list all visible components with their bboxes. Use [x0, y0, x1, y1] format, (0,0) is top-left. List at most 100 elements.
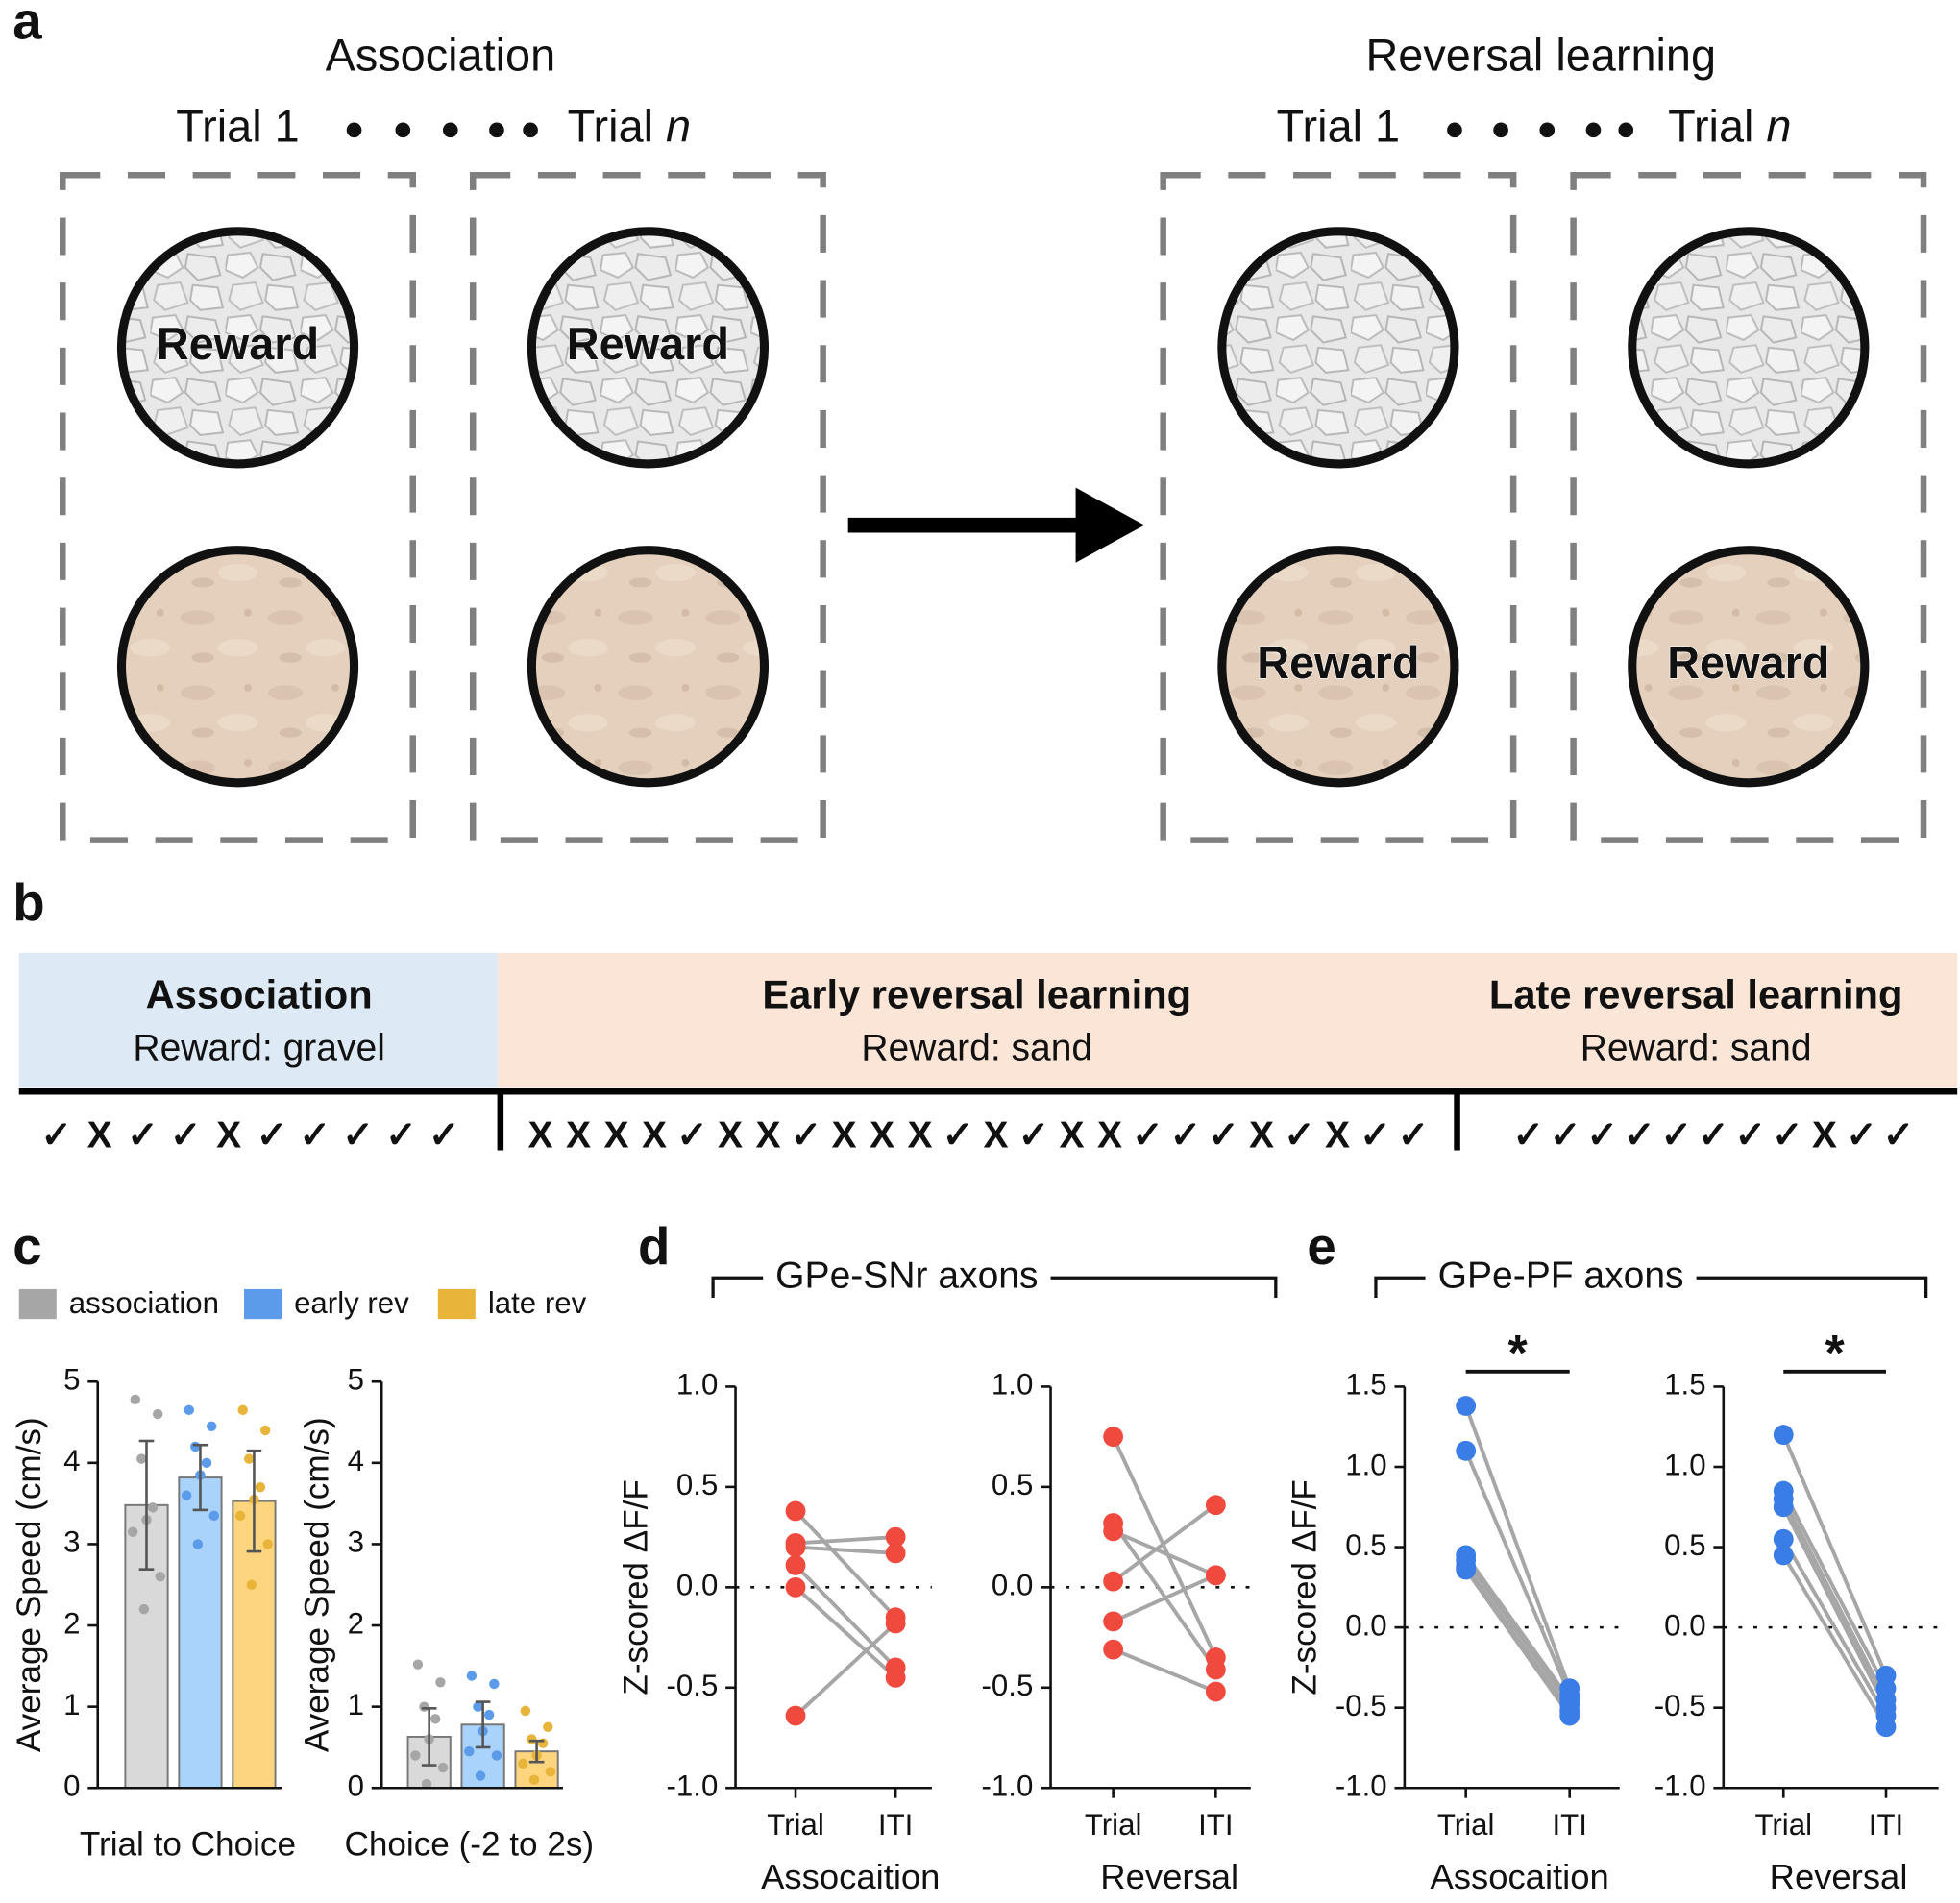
- data-point: [147, 1502, 159, 1513]
- bar: [178, 1476, 223, 1790]
- y-tick-label: 2: [348, 1606, 364, 1640]
- phase-band: [498, 952, 1458, 1088]
- trial-outcome: X: [870, 1115, 894, 1157]
- trial-outcome: ✓: [1883, 1115, 1915, 1157]
- trial-box: [60, 171, 416, 843]
- data-point: [885, 1543, 906, 1564]
- trial-outcome: X: [983, 1115, 1008, 1157]
- trial-outcome: ✓: [299, 1115, 331, 1157]
- y-tick-label: -0.5: [1335, 1689, 1387, 1722]
- panel-label: c: [12, 1217, 41, 1276]
- y-tick-label: 5: [63, 1362, 80, 1396]
- sand-dish: [1217, 546, 1459, 788]
- data-point: [489, 1678, 500, 1690]
- sand-dish: [116, 546, 359, 788]
- data-point: [138, 1603, 150, 1615]
- panel-label: d: [638, 1217, 670, 1276]
- data-point: [1773, 1497, 1794, 1518]
- x-axis-label: Choice (-2 to 2s): [344, 1826, 594, 1864]
- y-tick-label: 1: [63, 1688, 80, 1721]
- data-point: [259, 1425, 271, 1436]
- trial-outcome: ✓: [1698, 1115, 1729, 1157]
- pair-line: [1781, 1433, 1888, 1677]
- x-tick-label: Trial: [1437, 1808, 1495, 1842]
- trial-outcome: X: [216, 1115, 241, 1157]
- trial-outcome: X: [831, 1115, 856, 1157]
- data-point: [466, 1671, 478, 1681]
- data-point: [1559, 1705, 1580, 1726]
- data-point: [155, 1572, 166, 1582]
- data-point: [473, 1701, 483, 1712]
- trial-dot: [1539, 122, 1556, 138]
- y-tick-label: 0.0: [1664, 1608, 1705, 1642]
- trial-outcome: ✓: [170, 1115, 202, 1157]
- data-point: [262, 1539, 273, 1549]
- trial-outcome: X: [527, 1115, 552, 1157]
- phase-subtitle: Reward: sand: [861, 1028, 1092, 1069]
- pair-line: [1464, 1565, 1572, 1713]
- phase-subtitle: Reward: gravel: [133, 1028, 385, 1069]
- data-point: [475, 1770, 486, 1781]
- stage-title: Reversal learning: [1365, 31, 1716, 81]
- y-tick-label: 0: [348, 1769, 364, 1803]
- group-bracket: [711, 1276, 1278, 1299]
- y-tick-label: 0.5: [1345, 1528, 1386, 1562]
- gravel-dish: [1217, 227, 1459, 469]
- trial-outcome: X: [755, 1115, 780, 1157]
- data-point: [491, 1750, 502, 1761]
- data-point: [181, 1490, 192, 1500]
- error-bar: [475, 1700, 491, 1749]
- data-point: [518, 1758, 528, 1769]
- trial-label: Trial n: [1668, 102, 1791, 152]
- pair-line: [795, 1545, 896, 1555]
- data-point: [429, 1714, 441, 1724]
- trial-outcome: X: [642, 1115, 667, 1157]
- pair-line: [794, 1622, 897, 1718]
- pair-line: [1781, 1490, 1888, 1690]
- data-point: [1205, 1565, 1226, 1586]
- data-point: [527, 1734, 537, 1744]
- y-tick-label: 0.0: [676, 1569, 718, 1602]
- trial-box: [1160, 171, 1517, 843]
- pair-line: [1781, 1505, 1888, 1709]
- data-point: [127, 1526, 138, 1537]
- y-tick-label: 5: [348, 1362, 364, 1396]
- legend-label: late rev: [488, 1286, 587, 1320]
- trial-outcome: ✓: [385, 1115, 417, 1157]
- trial-outcome: X: [1097, 1115, 1122, 1157]
- legend-swatch: [18, 1288, 57, 1320]
- x-tick-label: Trial: [1754, 1808, 1812, 1842]
- trial-label: Trial n: [568, 102, 691, 152]
- trial-label: Trial 1: [176, 102, 299, 152]
- pair-line: [1463, 1404, 1572, 1690]
- trial-number: n: [666, 102, 691, 152]
- error-bar: [246, 1449, 262, 1553]
- y-tick-label: 0.5: [1664, 1528, 1705, 1562]
- trial-outcome: ✓: [1398, 1115, 1430, 1157]
- data-point: [1456, 1559, 1477, 1580]
- data-point: [419, 1701, 429, 1712]
- phase-title: Association: [146, 972, 373, 1017]
- phase-band: [18, 952, 499, 1088]
- data-point: [153, 1408, 163, 1420]
- trial-outcome: ✓: [1846, 1115, 1877, 1157]
- data-point: [545, 1767, 556, 1777]
- reward-label: Reward: [1257, 638, 1419, 688]
- data-point: [1456, 1396, 1477, 1416]
- gravel-dish: [527, 227, 770, 469]
- phase-title: Late reversal learning: [1489, 972, 1903, 1017]
- x-tick-label: Trial: [1085, 1808, 1142, 1842]
- trial-outcome: ✓: [1660, 1115, 1692, 1157]
- trial-outcome: ✓: [1360, 1115, 1391, 1157]
- error-bar: [138, 1439, 155, 1571]
- trial-word: Trial: [1668, 102, 1753, 152]
- trial-dot: [1585, 122, 1602, 138]
- group-bracket: [1374, 1276, 1928, 1299]
- trial-dot: [523, 122, 538, 138]
- trial-word: Trial: [568, 102, 653, 152]
- y-tick-label: 0: [63, 1769, 80, 1803]
- data-point: [785, 1576, 806, 1598]
- data-point: [1205, 1495, 1226, 1516]
